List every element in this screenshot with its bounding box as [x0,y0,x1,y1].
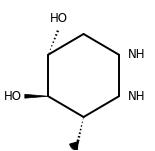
Text: HO: HO [4,90,22,103]
Text: NH: NH [128,48,145,61]
Polygon shape [25,94,48,98]
Text: HO: HO [49,12,67,25]
Text: NH: NH [128,90,145,103]
